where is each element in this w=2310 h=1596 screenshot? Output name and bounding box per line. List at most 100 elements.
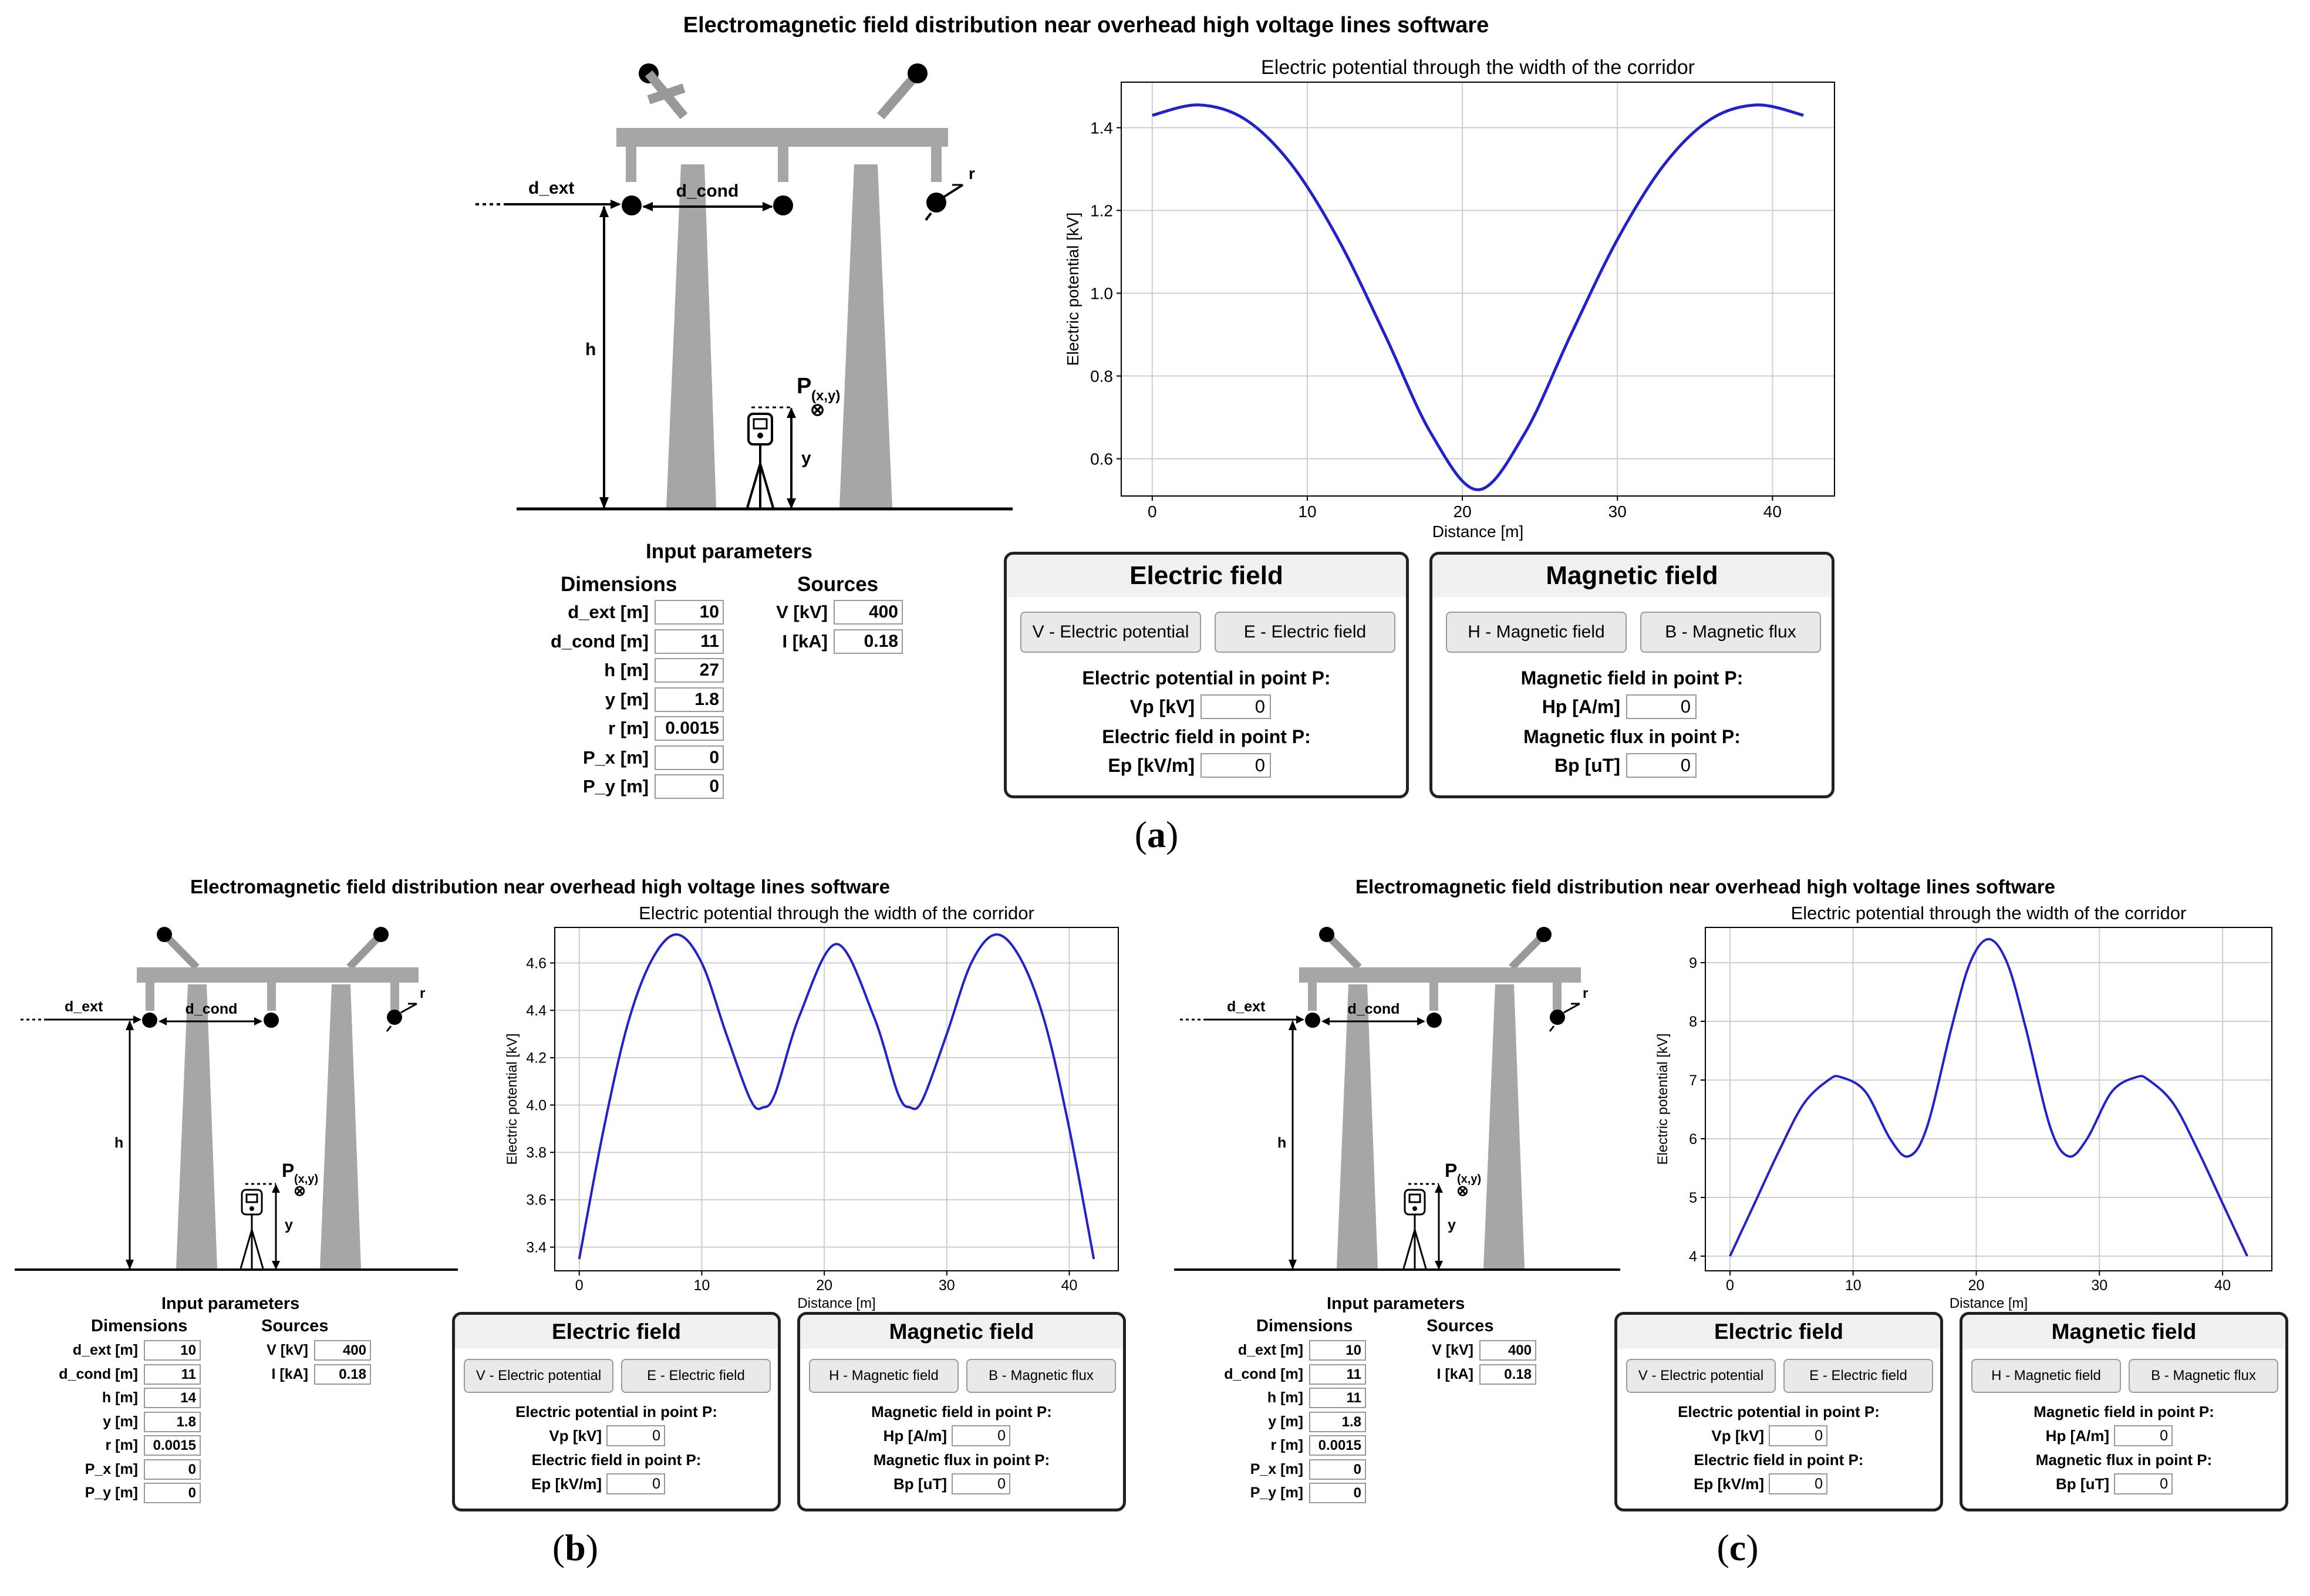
param-input[interactable]: 0.0015	[1309, 1435, 1366, 1456]
param-input[interactable]: 27	[655, 658, 724, 683]
param-input[interactable]: 0	[144, 1483, 201, 1503]
hp-field[interactable]: 0	[952, 1425, 1010, 1446]
source-row: I [kA] 0.18	[1391, 1364, 1536, 1385]
electric-field-button[interactable]: E - Electric field	[1783, 1359, 1933, 1393]
electric-potential-button[interactable]: V - Electric potential	[1626, 1359, 1776, 1393]
source-row: I [kA] 0.18	[746, 629, 903, 654]
tower-diagram: d_ext d_cond r h y P (x,y) ⊗	[15, 927, 458, 1271]
y-tick-label: 3.8	[526, 1145, 547, 1161]
plot-frame	[554, 927, 1119, 1271]
param-input[interactable]: 11	[1309, 1364, 1366, 1385]
electric-potential-button[interactable]: V - Electric potential	[1020, 612, 1201, 653]
param-input[interactable]: 0.0015	[655, 716, 724, 741]
magnetic-field-panel-b: Magnetic field H - Magnetic field B - Ma…	[797, 1312, 1126, 1511]
param-label: P_x [m]	[583, 747, 649, 768]
app-title: Electromagnetic field distribution near …	[190, 876, 890, 897]
hp-field[interactable]: 0	[1626, 694, 1697, 719]
electric-field-caption: Electric field in point P:	[1102, 726, 1311, 747]
param-input[interactable]: 10	[144, 1340, 201, 1361]
param-label: r [m]	[1270, 1437, 1303, 1453]
electric-field-caption: Electric field in point P:	[1694, 1451, 1864, 1469]
magnetic-field-button[interactable]: H - Magnetic field	[1446, 612, 1627, 653]
param-label: d_ext [m]	[568, 602, 649, 622]
param-input[interactable]: 10	[1309, 1340, 1366, 1361]
magnetic-flux-button[interactable]: B - Magnetic flux	[1640, 612, 1821, 653]
y-tick-label: 3.4	[526, 1239, 547, 1256]
vp-label: Vp [kV]	[1129, 696, 1195, 717]
bp-label: Bp [uT]	[1554, 754, 1620, 776]
bp-field[interactable]: 0	[1626, 753, 1697, 778]
param-input[interactable]: 0	[1309, 1483, 1366, 1503]
param-input[interactable]: 14	[144, 1388, 201, 1408]
magnetic-flux-button[interactable]: B - Magnetic flux	[966, 1359, 1116, 1393]
param-input[interactable]: 0.18	[314, 1364, 371, 1385]
x-tick-label: 40	[1763, 502, 1782, 521]
param-input[interactable]: 0	[144, 1459, 201, 1480]
electric-field-title: Electric field	[455, 1315, 778, 1349]
x-tick-label: 0	[1148, 502, 1157, 521]
y-tick-label: 9	[1689, 955, 1697, 971]
param-input[interactable]: 0.0015	[144, 1435, 201, 1456]
param-input[interactable]: 10	[655, 600, 724, 625]
param-input[interactable]: 0.18	[834, 629, 903, 654]
ep-field[interactable]: 0	[1200, 753, 1271, 778]
input-parameters-title: Input parameters	[161, 1294, 300, 1313]
y-tick-label: 4	[1689, 1249, 1697, 1265]
magnetic-field-title: Magnetic field	[1432, 555, 1832, 597]
vp-field[interactable]: 0	[1769, 1425, 1827, 1446]
ep-label: Ep [kV/m]	[1694, 1474, 1764, 1493]
magnetic-flux-caption: Magnetic flux in point P:	[2035, 1451, 2213, 1469]
x-tick-label: 40	[2214, 1277, 2231, 1294]
hp-field[interactable]: 0	[2114, 1425, 2173, 1446]
electric-potential-button[interactable]: V - Electric potential	[464, 1359, 613, 1393]
d-cond-label: d_cond	[676, 181, 739, 201]
param-label: I [kA]	[271, 1365, 309, 1382]
param-label: d_ext [m]	[1237, 1342, 1303, 1358]
x-axis-label: Distance [m]	[1432, 522, 1524, 541]
point-p-mark: ⊗	[294, 1183, 306, 1199]
param-input[interactable]: 0	[655, 745, 724, 770]
param-input[interactable]: 1.8	[1309, 1411, 1366, 1432]
bp-field[interactable]: 0	[2114, 1473, 2173, 1494]
param-input[interactable]: 400	[834, 600, 903, 625]
magnetic-field-button[interactable]: H - Magnetic field	[809, 1359, 959, 1393]
param-input[interactable]: 400	[1479, 1340, 1536, 1361]
dimension-row: d_cond [m] 11	[56, 1364, 201, 1385]
conductor-3	[926, 193, 946, 212]
ep-field[interactable]: 0	[1769, 1473, 1827, 1494]
bp-field[interactable]: 0	[952, 1473, 1010, 1494]
x-tick-label: 30	[2091, 1277, 2107, 1294]
d-ext-label: d_ext	[528, 178, 574, 198]
point-p-label: P	[282, 1160, 294, 1181]
param-input[interactable]: 1.8	[655, 687, 724, 712]
magnetic-flux-button[interactable]: B - Magnetic flux	[2129, 1359, 2278, 1393]
tower-diagram: d_ext d_cond r h y P (x,y) ⊗	[476, 63, 1013, 511]
vp-field[interactable]: 0	[606, 1425, 665, 1446]
vp-field[interactable]: 0	[1200, 694, 1271, 719]
magnetic-field-button[interactable]: H - Magnetic field	[1971, 1359, 2121, 1393]
ep-field[interactable]: 0	[606, 1473, 665, 1494]
x-tick-label: 10	[1845, 1277, 1862, 1294]
param-input[interactable]: 1.8	[144, 1411, 201, 1432]
param-label: I [kA]	[782, 630, 828, 652]
input-parameters-title: Input parameters	[646, 540, 812, 563]
source-row: V [kV] 400	[1391, 1340, 1536, 1361]
param-input[interactable]: 400	[314, 1340, 371, 1361]
electric-field-button[interactable]: E - Electric field	[621, 1359, 771, 1393]
dimension-row: h [m] 14	[56, 1388, 201, 1408]
y-axis-label: Electric potential [kV]	[504, 1033, 520, 1165]
param-label: r [m]	[105, 1437, 138, 1453]
electric-field-button[interactable]: E - Electric field	[1215, 612, 1395, 653]
param-input[interactable]: 11	[1309, 1388, 1366, 1408]
param-input[interactable]: 0.18	[1479, 1364, 1536, 1385]
conductor-1	[622, 195, 642, 215]
y-tick-label: 1.4	[1090, 119, 1113, 137]
param-input[interactable]: 0	[655, 774, 724, 799]
param-input[interactable]: 0	[1309, 1459, 1366, 1480]
param-input[interactable]: 11	[144, 1364, 201, 1385]
sources-title: Sources	[797, 573, 879, 596]
param-label: P_x [m]	[1250, 1460, 1303, 1477]
panel-label-b: (b)	[552, 1527, 599, 1568]
param-input[interactable]: 11	[655, 629, 724, 654]
dimension-row: d_cond [m] 11	[1221, 1364, 1366, 1385]
